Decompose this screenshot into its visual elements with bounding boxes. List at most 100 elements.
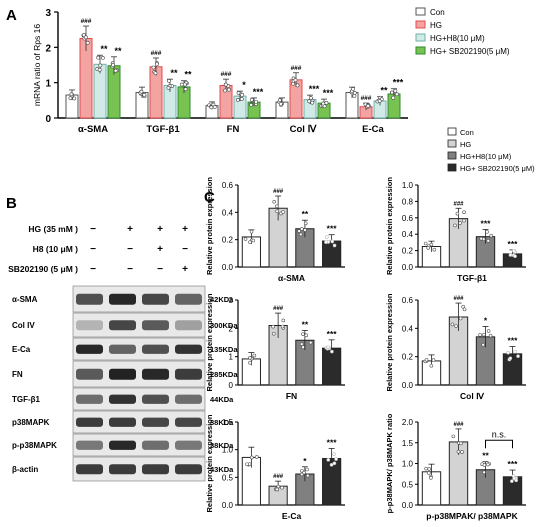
a-significance-label: ** [100,44,108,54]
a-data-point [153,71,158,76]
c-significance-label: ### [273,189,284,195]
c-data-point [280,485,284,490]
c-data-point [485,230,489,234]
c-legend-entry: HG [460,140,471,149]
c-y-tick-label: 0.4 [402,230,414,239]
c-data-point [478,333,482,337]
treatment-label: H8 (10 μM ) [33,244,79,254]
a-data-point [377,99,382,103]
a-significance-label: ### [291,65,302,72]
c-data-point [281,210,285,214]
c-data-point [271,331,276,336]
c-y-tick-label: 0.6 [222,181,234,190]
a-significance-label: *** [253,87,264,97]
blot-band [76,293,103,305]
blot-band [175,394,202,404]
band-name: α-SMA [12,295,38,304]
c-data-point [489,233,494,238]
c-significance-label: *** [508,459,519,469]
a-y-tick-label: 0 [45,114,51,125]
a-significance-label: * [242,80,246,90]
blot-band [76,344,103,354]
c-x-axis-label: Col Ⅳ [460,391,485,401]
c-data-point [324,240,328,244]
c-data-point [301,332,305,336]
c-data-point [326,458,331,462]
c-data-point [275,209,279,214]
band-name: β-actin [12,465,38,474]
a-data-point [352,91,357,95]
c-data-point [458,221,462,225]
c-legend-entry: HG+ SB202190(5 μM) [460,164,535,173]
c-data-point [301,345,305,350]
band-size: 44KDa [210,395,234,404]
a-category-label: E-Ca [362,124,384,135]
a-data-point [277,98,282,103]
band-size: 135KDa [210,345,238,354]
c-data-point [427,467,432,471]
band-name: TGF-β1 [12,395,41,404]
c-significance-label: * [303,456,307,466]
c-data-point [426,246,430,250]
blot-band [109,440,136,450]
c-legend-entry: Con [460,128,474,137]
a-data-point [167,78,171,83]
blot-band [76,368,103,380]
c-data-point [462,218,466,223]
a-category-label: α-SMA [78,124,108,135]
c-data-point [330,349,334,354]
blot-band [109,320,136,331]
a-data-point [166,85,171,90]
c-ns-label: n.s. [492,429,507,439]
c-y-tick-label: 0.6 [402,296,414,305]
a-category-label: FN [227,124,240,135]
a-data-point [391,95,396,100]
a-data-point [183,87,188,92]
c-data-point [280,324,285,329]
c-data-point [305,467,309,472]
a-legend-swatch [415,20,426,29]
c-data-point [450,322,455,327]
a-data-point [240,92,245,97]
a-data-point [100,55,105,60]
c-y-tick-label: 1.0 [402,181,414,190]
a-data-point [68,96,73,101]
blot-band [142,394,169,404]
c-data-point [429,242,434,247]
a-significance-label: ** [184,70,192,80]
a-data-point [111,63,115,67]
c-y-tick-label: 0.6 [402,214,414,223]
a-significance-label: *** [393,78,404,88]
c-data-point [243,237,248,241]
c-y-tick-label: 3 [229,296,234,305]
a-data-point [310,100,315,105]
c-significance-label: *** [508,239,519,249]
c-data-point [482,470,486,475]
band-name: E-Ca [12,345,31,354]
blot-band [142,320,169,331]
c-data-point [248,356,252,360]
a-legend-entry: Con [430,8,445,17]
a-data-point [212,105,217,109]
c-significance-label: ** [482,451,489,461]
treatment-label: SB202190 (5 μM ) [8,264,78,274]
a-significance-label: ### [81,18,92,25]
a-data-point [96,55,101,60]
c-data-point [300,227,304,231]
c-data-point [332,243,337,248]
a-category-label: Col Ⅳ [290,124,318,135]
c-data-point [451,434,456,439]
blot-band [142,344,169,354]
c-data-point [459,441,463,446]
a-legend-swatch [415,7,426,16]
c-significance-label: ** [302,319,309,329]
c-y-tick-label: 1.0 [222,446,234,455]
band-name: Col IV [12,321,35,330]
blot-band [76,320,103,331]
treatment-mark: − [90,264,96,275]
c-significance-label: ### [453,201,464,207]
a-y-axis-label: mRNA ratio of Rps 16 [32,24,42,106]
blot-strip [72,410,206,434]
